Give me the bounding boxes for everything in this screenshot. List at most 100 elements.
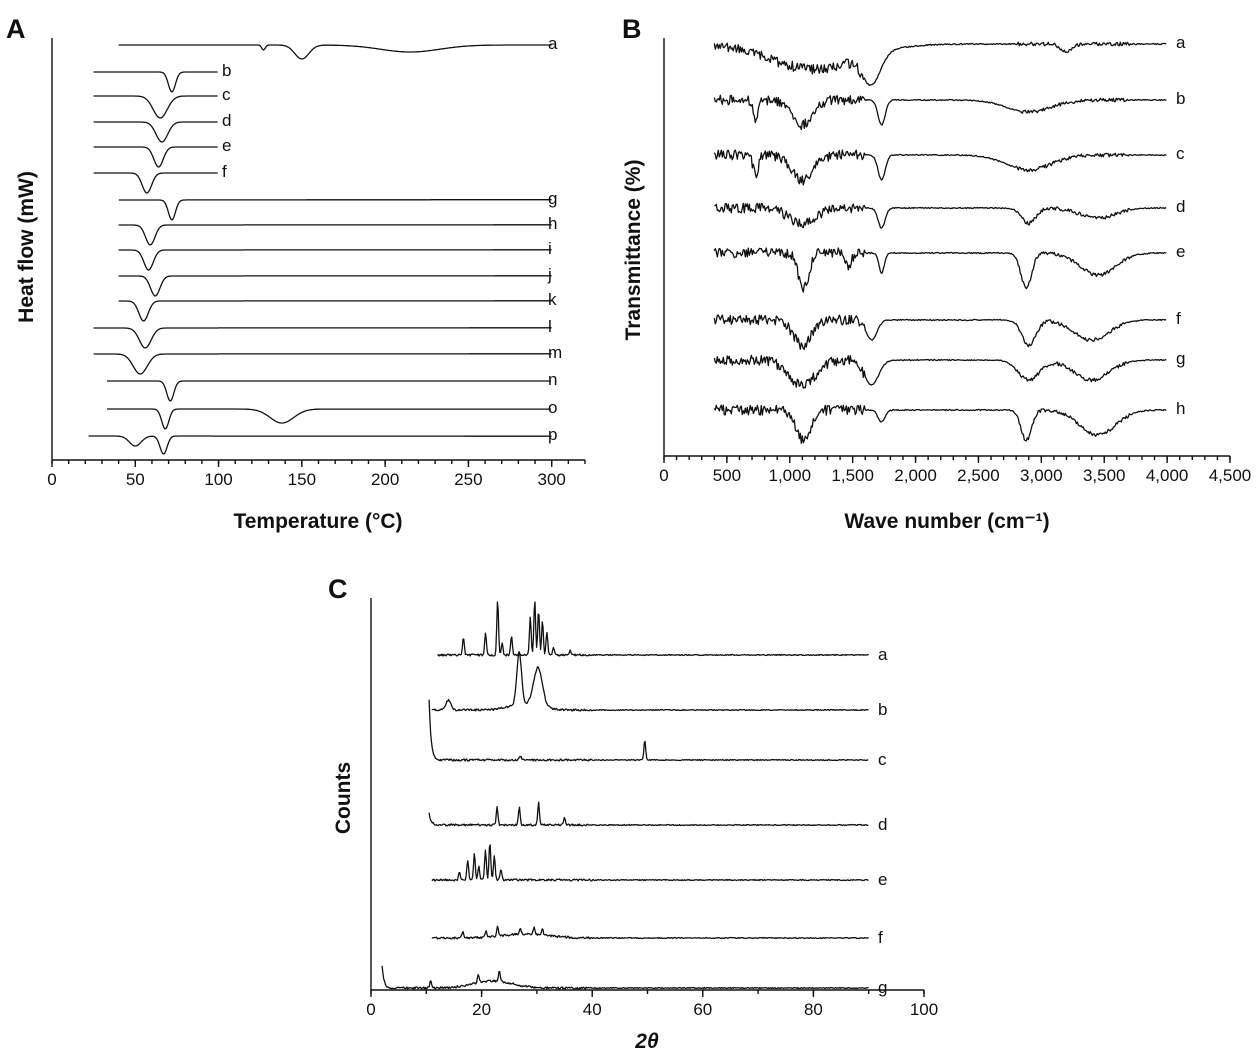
panel-c-tick-label: 0	[366, 1000, 375, 1019]
panel-a-series-label: e	[222, 136, 231, 155]
panel-b-series-label: g	[1176, 349, 1185, 368]
panel-a-series-label: o	[548, 398, 557, 417]
panel-b-trace	[713, 314, 1167, 350]
panel-a-tick-label: 300	[538, 470, 566, 489]
panel-a-tick-label: 0	[47, 470, 56, 489]
panel-c-trace	[428, 699, 869, 762]
panel-c-series-label: e	[878, 870, 887, 889]
panel-b-series-label: a	[1176, 33, 1186, 52]
panel-b-tick-label: 1,000	[769, 466, 812, 485]
panel-b-series-label: d	[1176, 197, 1185, 216]
panel-b-axes: 0 500 1,000 1,500 2,000 2,500 3,000 3,500 4,000 4…	[659, 38, 1251, 485]
panel-a-series-label: l	[548, 317, 552, 336]
panel-c-xlabel: 2θ	[634, 1030, 659, 1053]
panel-a-trace	[93, 146, 218, 168]
panel-b-tick-label: 3,000	[1020, 466, 1063, 485]
panel-b-trace	[713, 354, 1167, 389]
panel-a-trace	[93, 121, 218, 143]
panel-a-tick-label: 150	[288, 470, 316, 489]
panel-c-axes: 0 20 40 60 80 100	[366, 598, 938, 1019]
panel-b-series-label: f	[1176, 309, 1181, 328]
panel-a-trace	[93, 95, 218, 119]
panel-b-trace	[714, 202, 1167, 229]
panel-c-xrd: C Counts 2θ 0 20 40 60 80 100 a b c d e f g	[328, 574, 938, 1053]
panel-c-traces: a b c d e f g	[381, 601, 888, 997]
panel-c-tick-label: 80	[804, 1000, 823, 1019]
panel-b-xlabel: Wave number (cm⁻¹)	[844, 510, 1049, 533]
panel-c-trace	[431, 651, 869, 712]
panel-b-tick-label: 3,500	[1083, 466, 1126, 485]
panel-b-tick-label: 2,500	[957, 466, 1000, 485]
panel-c-series-label: f	[878, 928, 883, 947]
panel-b-tick-label: 2,000	[894, 466, 937, 485]
panel-c-series-label: c	[878, 750, 887, 769]
panel-c-ylabel: Counts	[332, 762, 355, 834]
panel-b-series-label: e	[1176, 242, 1185, 261]
panel-a-trace	[118, 300, 552, 322]
panel-c-xlabel-text: 2θ	[634, 1030, 659, 1053]
panel-b-series-label: c	[1176, 144, 1185, 163]
panel-a-dsc: A Heat flow (mW) Temperature (°C) 0 50 100…	[6, 14, 586, 533]
panel-c-tick-label: 40	[583, 1000, 602, 1019]
panel-a-series-label: d	[222, 111, 231, 130]
panel-c-series-label: g	[878, 978, 887, 997]
panel-a-trace	[107, 380, 551, 402]
panel-a-series-label: f	[222, 162, 227, 181]
panel-c-tick-label: 100	[910, 1000, 938, 1019]
panel-a-axes: 0 50 100 150 200 250 300	[47, 38, 586, 489]
panel-a-trace	[107, 408, 551, 430]
panel-a-xlabel: Temperature (°C)	[233, 510, 402, 533]
panel-a-trace	[93, 71, 218, 93]
panel-b-tick-label: 4,500	[1209, 466, 1252, 485]
panel-a-trace	[118, 199, 552, 221]
panel-b-trace	[713, 41, 1167, 87]
panel-a-series-label: h	[548, 214, 557, 233]
panel-c-trace	[428, 801, 869, 827]
panel-b-tick-label: 500	[713, 466, 741, 485]
panel-a-trace	[118, 224, 552, 246]
panel-c-trace	[431, 844, 869, 882]
panel-c-trace	[431, 925, 870, 940]
panel-c-series-label: b	[878, 700, 887, 719]
panel-b-ftir: B Transmittance (%) Wave number (cm⁻¹) 0…	[622, 14, 1251, 533]
panel-letter-c: C	[328, 574, 348, 604]
panel-b-trace	[713, 94, 1167, 131]
panel-a-series-label: a	[548, 34, 558, 53]
panel-a-ylabel: Heat flow (mW)	[15, 171, 38, 323]
panel-c-tick-label: 60	[693, 1000, 712, 1019]
panel-a-series-label: n	[548, 370, 557, 389]
panel-b-tick-label: 1,500	[831, 466, 874, 485]
panel-a-trace	[88, 435, 552, 455]
panel-c-trace	[437, 601, 869, 657]
panel-letter-a: A	[6, 14, 26, 44]
panel-b-trace	[713, 404, 1167, 444]
panel-b-series-label: h	[1176, 399, 1185, 418]
panel-a-trace	[118, 275, 552, 297]
panel-a-series-label: g	[548, 189, 557, 208]
panel-b-tick-label: 0	[659, 466, 668, 485]
panel-b-series-label: b	[1176, 89, 1185, 108]
panel-a-trace	[93, 353, 552, 375]
panel-a-tick-label: 250	[454, 470, 482, 489]
panel-a-trace	[93, 172, 218, 194]
panel-a-series-label: k	[548, 290, 557, 309]
panel-a-series-label: m	[548, 343, 562, 362]
panel-a-trace	[93, 327, 552, 349]
panel-c-tick-label: 20	[472, 1000, 491, 1019]
panel-a-tick-label: 200	[371, 470, 399, 489]
panel-b-trace	[713, 247, 1167, 293]
panel-a-trace	[118, 249, 552, 271]
panel-a-series-label: p	[548, 425, 557, 444]
panel-b-ylabel: Transmittance (%)	[622, 160, 645, 341]
panel-a-series-label: i	[548, 239, 552, 258]
panel-a-series-label: c	[222, 85, 231, 104]
panel-a-tick-label: 100	[204, 470, 232, 489]
panel-a-series-label: j	[547, 265, 552, 284]
panel-a-series-label: b	[222, 61, 231, 80]
panel-b-trace	[713, 149, 1167, 186]
panel-letter-b: B	[622, 14, 642, 44]
panel-a-tick-label: 50	[126, 470, 145, 489]
panel-a-trace	[118, 44, 552, 60]
